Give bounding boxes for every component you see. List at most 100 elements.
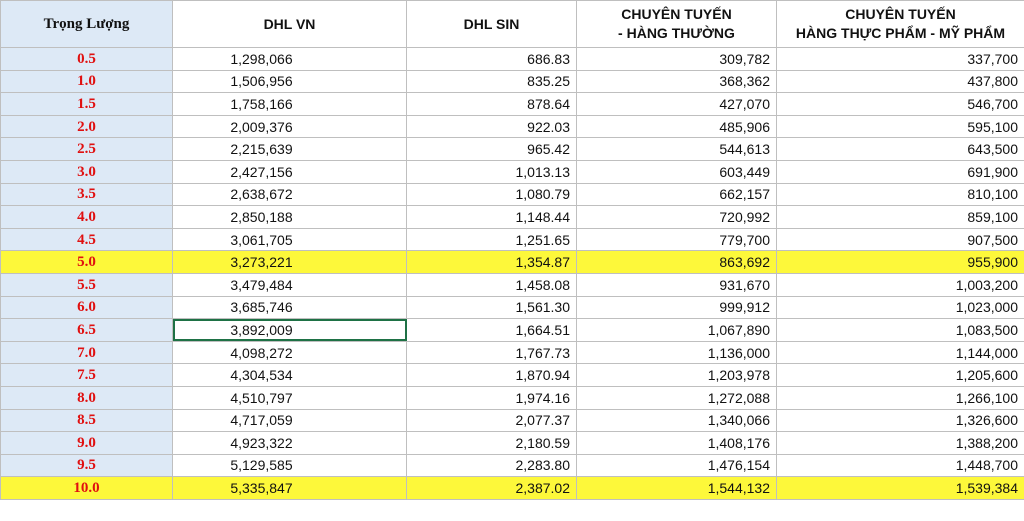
cell-dhl-vn[interactable]: 2,427,156 <box>172 159 407 184</box>
cell-dhl-vn[interactable]: 4,510,797 <box>172 385 407 410</box>
cell-dhl-sin[interactable]: 2,180.59 <box>406 431 577 455</box>
cell-route-food[interactable]: 437,800 <box>776 69 1024 94</box>
cell-route-regular[interactable]: 863,692 <box>576 250 777 274</box>
header-route-food[interactable]: CHUYÊN TUYẾN HÀNG THỰC PHẨM - MỸ PHẨM <box>776 0 1024 48</box>
cell-dhl-vn[interactable]: 4,717,059 <box>172 408 407 433</box>
cell-dhl-vn[interactable]: 5,335,847 <box>172 476 407 500</box>
cell-weight[interactable]: 4.5 <box>0 227 173 252</box>
cell-route-regular[interactable]: 1,408,176 <box>576 431 777 455</box>
cell-weight[interactable]: 7.5 <box>0 363 173 387</box>
cell-dhl-sin[interactable]: 1,458.08 <box>406 272 577 297</box>
cell-route-regular[interactable]: 1,476,154 <box>576 453 777 478</box>
cell-route-food[interactable]: 643,500 <box>776 137 1024 161</box>
cell-route-regular[interactable]: 931,670 <box>576 272 777 297</box>
header-weight[interactable]: Trọng Lượng <box>0 0 173 48</box>
cell-weight[interactable]: 5.0 <box>0 250 173 274</box>
cell-dhl-vn[interactable]: 4,098,272 <box>172 340 407 365</box>
cell-route-regular[interactable]: 309,782 <box>576 47 777 71</box>
cell-dhl-vn[interactable]: 2,009,376 <box>172 114 407 139</box>
cell-dhl-vn[interactable]: 2,850,188 <box>172 205 407 229</box>
cell-route-food[interactable]: 691,900 <box>776 159 1024 184</box>
cell-weight[interactable]: 3.0 <box>0 159 173 184</box>
cell-dhl-vn[interactable]: 3,685,746 <box>172 295 407 320</box>
cell-route-regular[interactable]: 603,449 <box>576 159 777 184</box>
cell-dhl-vn[interactable]: 1,298,066 <box>172 47 407 71</box>
cell-route-food[interactable]: 1,003,200 <box>776 272 1024 297</box>
cell-route-food[interactable]: 1,266,100 <box>776 385 1024 410</box>
cell-route-food[interactable]: 859,100 <box>776 205 1024 229</box>
cell-dhl-vn[interactable]: 4,304,534 <box>172 363 407 387</box>
cell-dhl-sin[interactable]: 2,387.02 <box>406 476 577 500</box>
cell-dhl-vn[interactable]: 3,061,705 <box>172 227 407 252</box>
cell-dhl-vn[interactable]: 1,758,166 <box>172 92 407 116</box>
cell-dhl-sin[interactable]: 1,767.73 <box>406 340 577 365</box>
cell-weight[interactable]: 10.0 <box>0 476 173 500</box>
cell-dhl-sin[interactable]: 1,354.87 <box>406 250 577 274</box>
cell-weight[interactable]: 7.0 <box>0 340 173 365</box>
cell-route-food[interactable]: 1,539,384 <box>776 476 1024 500</box>
cell-dhl-sin[interactable]: 835.25 <box>406 69 577 94</box>
cell-route-regular[interactable]: 368,362 <box>576 69 777 94</box>
cell-weight[interactable]: 9.0 <box>0 431 173 455</box>
cell-route-food[interactable]: 1,205,600 <box>776 363 1024 387</box>
cell-weight[interactable]: 8.5 <box>0 408 173 433</box>
cell-route-food[interactable]: 1,144,000 <box>776 340 1024 365</box>
cell-route-regular[interactable]: 779,700 <box>576 227 777 252</box>
cell-weight[interactable]: 6.0 <box>0 295 173 320</box>
cell-route-regular[interactable]: 1,272,088 <box>576 385 777 410</box>
cell-weight[interactable]: 1.0 <box>0 69 173 94</box>
cell-route-regular[interactable]: 1,203,978 <box>576 363 777 387</box>
cell-dhl-vn[interactable]: 4,923,322 <box>172 431 407 455</box>
cell-dhl-vn[interactable]: 2,638,672 <box>172 182 407 207</box>
cell-route-regular[interactable]: 662,157 <box>576 182 777 207</box>
cell-dhl-vn[interactable]: 3,479,484 <box>172 272 407 297</box>
cell-dhl-sin[interactable]: 965.42 <box>406 137 577 161</box>
header-route-regular[interactable]: CHUYÊN TUYẾN - HÀNG THƯỜNG <box>576 0 777 48</box>
header-dhl-vn[interactable]: DHL VN <box>172 0 407 48</box>
cell-weight[interactable]: 0.5 <box>0 47 173 71</box>
cell-weight[interactable]: 9.5 <box>0 453 173 478</box>
cell-dhl-sin[interactable]: 1,251.65 <box>406 227 577 252</box>
cell-dhl-vn[interactable]: 3,273,221 <box>172 250 407 274</box>
cell-route-food[interactable]: 1,448,700 <box>776 453 1024 478</box>
cell-route-food[interactable]: 955,900 <box>776 250 1024 274</box>
cell-route-regular[interactable]: 1,544,132 <box>576 476 777 500</box>
cell-route-food[interactable]: 595,100 <box>776 114 1024 139</box>
cell-dhl-sin[interactable]: 1,870.94 <box>406 363 577 387</box>
cell-route-food[interactable]: 810,100 <box>776 182 1024 207</box>
cell-dhl-sin[interactable]: 686.83 <box>406 47 577 71</box>
cell-route-food[interactable]: 1,388,200 <box>776 431 1024 455</box>
cell-dhl-sin[interactable]: 1,664.51 <box>406 318 577 342</box>
header-dhl-sin[interactable]: DHL SIN <box>406 0 577 48</box>
cell-weight[interactable]: 6.5 <box>0 318 173 342</box>
cell-dhl-vn[interactable]: 1,506,956 <box>172 69 407 94</box>
cell-dhl-vn[interactable]: 2,215,639 <box>172 137 407 161</box>
cell-route-food[interactable]: 907,500 <box>776 227 1024 252</box>
cell-route-food[interactable]: 337,700 <box>776 47 1024 71</box>
cell-dhl-vn[interactable]: 5,129,585 <box>172 453 407 478</box>
cell-weight[interactable]: 2.5 <box>0 137 173 161</box>
cell-dhl-sin[interactable]: 1,561.30 <box>406 295 577 320</box>
cell-route-regular[interactable]: 1,340,066 <box>576 408 777 433</box>
cell-dhl-sin[interactable]: 922.03 <box>406 114 577 139</box>
cell-weight[interactable]: 1.5 <box>0 92 173 116</box>
cell-dhl-vn[interactable]: 3,892,009 <box>172 318 407 342</box>
cell-route-regular[interactable]: 485,906 <box>576 114 777 139</box>
cell-route-food[interactable]: 1,023,000 <box>776 295 1024 320</box>
cell-dhl-sin[interactable]: 2,283.80 <box>406 453 577 478</box>
cell-dhl-sin[interactable]: 1,013.13 <box>406 159 577 184</box>
cell-weight[interactable]: 3.5 <box>0 182 173 207</box>
cell-route-regular[interactable]: 544,613 <box>576 137 777 161</box>
cell-dhl-sin[interactable]: 1,148.44 <box>406 205 577 229</box>
cell-route-regular[interactable]: 1,067,890 <box>576 318 777 342</box>
cell-route-regular[interactable]: 999,912 <box>576 295 777 320</box>
cell-route-food[interactable]: 1,083,500 <box>776 318 1024 342</box>
cell-dhl-sin[interactable]: 1,974.16 <box>406 385 577 410</box>
cell-weight[interactable]: 2.0 <box>0 114 173 139</box>
cell-route-food[interactable]: 1,326,600 <box>776 408 1024 433</box>
cell-weight[interactable]: 8.0 <box>0 385 173 410</box>
cell-weight[interactable]: 4.0 <box>0 205 173 229</box>
cell-dhl-sin[interactable]: 2,077.37 <box>406 408 577 433</box>
cell-route-regular[interactable]: 427,070 <box>576 92 777 116</box>
cell-dhl-sin[interactable]: 1,080.79 <box>406 182 577 207</box>
